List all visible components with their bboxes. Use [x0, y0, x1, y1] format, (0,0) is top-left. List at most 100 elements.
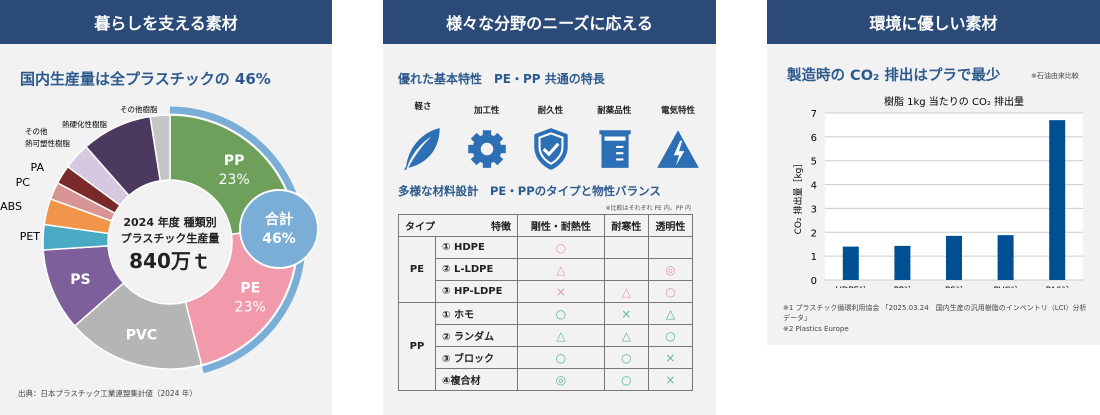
rating-cell: ○: [603, 346, 649, 369]
column-header: 透明性: [647, 214, 694, 237]
x-tick-label: PA6※2: [1046, 286, 1069, 288]
row-name: ① HDPE: [435, 236, 518, 259]
rating-cell: △: [517, 324, 605, 347]
y-axis-label: CO₂ 排出量［kg］: [792, 159, 804, 235]
chart-title: 樹脂 1kg 当たりの CO₂ 排出量: [884, 95, 1024, 108]
rating-cell: ◎: [517, 368, 605, 391]
comparison-note: ※比較はそれぞれ PE 内、PP 内: [605, 205, 691, 212]
row-name: ② L-LDPE: [435, 258, 518, 281]
total-badge: [239, 189, 319, 269]
rating-cell: ○: [517, 236, 605, 259]
table-row: ④複合材 ◎ ○ ×: [399, 368, 694, 391]
feature-lightning: 電気特性: [648, 100, 708, 175]
row-name: ④複合材: [435, 368, 518, 391]
panel-title: 製造時の CO₂ 排出はプラで最少: [787, 68, 1001, 84]
rating-cell: ×: [647, 368, 694, 391]
rating-cell: ×: [603, 302, 649, 325]
rating-cell: △: [647, 302, 694, 325]
rating-cell: △: [517, 258, 605, 281]
panel-production: 暮らしを支える素材 国内生産量は全プラスチックの 46% PP 23% PE 23% P…: [0, 0, 332, 415]
bar-PA6: [1049, 120, 1066, 281]
rating-cell: [647, 236, 694, 259]
panel-header: 暮らしを支える素材: [0, 0, 332, 44]
bar-HDPE: [842, 246, 859, 280]
feather-icon: [404, 128, 440, 170]
slice-label: PA: [31, 161, 45, 174]
feature-label: 軽さ: [414, 102, 432, 112]
center-text-2: 840万ｔ: [129, 249, 211, 273]
rating-cell: ○: [517, 346, 605, 369]
table-row: ② ランダム △ △ ○: [399, 324, 694, 347]
slice-label: その他: [25, 126, 48, 136]
pie-slice-その他樹脂: [149, 114, 171, 182]
row-name: ① ホモ: [435, 302, 518, 325]
table-header-row: タイプ 特徴 剛性・耐熱性 耐寒性 透明性: [398, 214, 694, 237]
total-label: 合計: [265, 211, 293, 228]
panel-environment: 環境に優しい素材 製造時の CO₂ 排出はプラで最少 ※石油由来比較 樹脂 1k…: [767, 0, 1100, 345]
rating-cell: △: [603, 324, 649, 347]
feature-label: 耐薬品性: [597, 106, 632, 116]
feature-label: 加工性: [473, 106, 500, 116]
slice-label: PP: [224, 153, 245, 169]
header-type: タイプ: [405, 222, 435, 233]
slice-label: PS: [70, 272, 90, 288]
shield-check-icon: [533, 128, 568, 170]
bar-PS: [946, 235, 962, 280]
table-row: PE ① HDPE ○: [398, 236, 694, 303]
rating-cell: ○: [603, 368, 649, 391]
y-tick-label: 2: [811, 228, 817, 239]
y-tick-label: 0: [811, 276, 817, 287]
slice-label: 熱可塑性樹脂: [25, 138, 70, 148]
feature-feather: 軽さ: [393, 100, 453, 175]
beaker-icon: [599, 130, 631, 168]
y-tick-label: 4: [811, 181, 817, 192]
x-tick-label: PVC※1: [993, 286, 1017, 288]
table-row: PP ① ホモ ○ × △: [398, 302, 694, 391]
y-tick-label: 1: [811, 252, 817, 263]
slice-label: ABS: [0, 200, 22, 213]
group-name: PE: [398, 236, 436, 303]
x-tick-label: HDPE※1: [835, 286, 866, 288]
feature-beaker: 耐薬品性: [584, 100, 644, 175]
center-text-0: 2024 年度 種類別: [123, 215, 216, 229]
y-tick-label: 5: [811, 157, 817, 168]
table-row: ③ ブロック ○ ○ ×: [399, 346, 694, 369]
footnote-2: ※2 Plastics Europe: [783, 325, 849, 333]
donut-hole: [110, 182, 230, 302]
slice-label: PC: [16, 176, 31, 189]
center-text-1: プラスチック生産量: [121, 231, 220, 245]
rating-cell: ○: [647, 280, 694, 303]
title-note: ※石油由来比較: [1031, 72, 1079, 80]
x-tick-label: PP※1: [894, 286, 912, 288]
rating-cell: ◎: [647, 258, 694, 281]
slice-percent: 23%: [219, 172, 250, 188]
rating-cell: [603, 258, 649, 281]
slice-label: PET: [20, 230, 41, 243]
rating-cell: ○: [647, 324, 694, 347]
bar-PVC: [997, 235, 1014, 280]
rating-cell: [603, 236, 649, 259]
source-note: 出典：日本プラスチック工業連盟集計値（2024 年）: [18, 389, 197, 398]
column-header: 耐寒性: [603, 214, 649, 237]
subtitle-basic-properties: 優れた基本特性 PE・PP 共通の特長: [398, 72, 605, 86]
slice-label: 熱硬化性樹脂: [62, 119, 107, 129]
slice-percent: 23%: [235, 300, 266, 316]
slice-label: PVC: [126, 328, 157, 344]
feature-shield-check: 耐久性: [521, 100, 581, 175]
table-row: ② L-LDPE △ ◎: [399, 258, 694, 281]
footnote-1: ※1 プラスチック循環利用協会 「2025.03.24 国内生産の汎用樹脂のイン…: [783, 304, 1087, 322]
bar-PP: [894, 245, 911, 280]
group-name: PP: [398, 302, 436, 391]
total-value: 46%: [262, 231, 296, 247]
feature-label: 耐久性: [537, 106, 564, 116]
panel-title: 国内生産量は全プラスチックの 46%: [20, 70, 271, 88]
column-header: 剛性・耐熱性: [517, 214, 605, 237]
feature-label: 電気特性: [660, 106, 695, 116]
properties-table: タイプ 特徴 剛性・耐熱性 耐寒性 透明性 PE ① HDPE ○ ② L-LDPE △ ◎ ③ HP…: [398, 214, 694, 391]
row-name: ③ ブロック: [435, 346, 518, 369]
rating-cell: △: [603, 280, 649, 303]
panel-needs: 様々な分野のニーズに応える 優れた基本特性 PE・PP 共通の特長 軽さ 加工性耐…: [383, 0, 716, 415]
lightning-icon: [657, 130, 699, 168]
panel-header: 環境に優しい素材: [767, 0, 1100, 44]
